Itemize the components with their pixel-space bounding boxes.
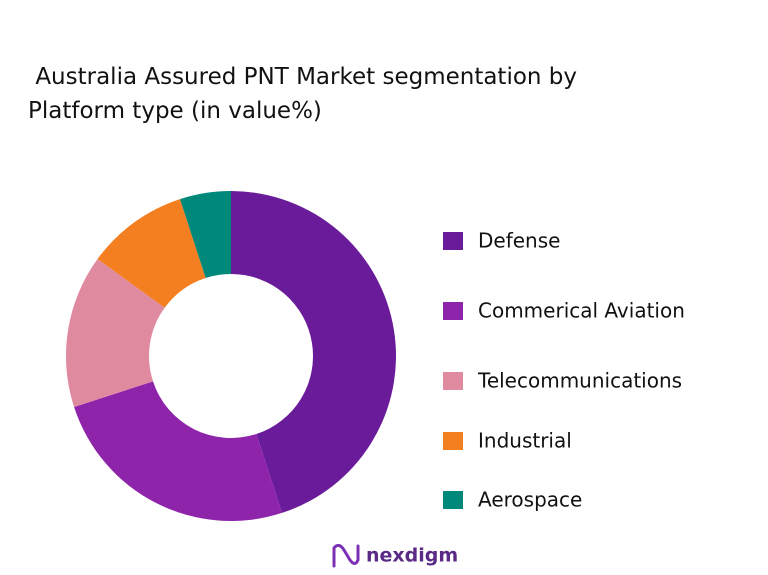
chart-title: Australia Assured PNT Market segmentatio… [28,64,585,124]
donut-segment [180,191,231,279]
legend-swatch [443,372,463,390]
legend-swatch [443,302,463,320]
logo-text: nexdigm [366,545,458,567]
legend-swatch [443,491,463,509]
donut-segment [66,259,165,407]
legend-label: Aerospace [478,488,582,512]
legend-label: Commerical Aviation [478,299,685,323]
legend-swatch [443,432,463,450]
donut-segment [231,191,396,513]
logo-icon [332,543,360,568]
donut-segment [97,199,206,308]
legend-label: Defense [478,229,560,253]
legend-label: Industrial [478,429,572,453]
donut-segment [74,381,282,521]
legend-swatch [443,232,463,250]
legend-label: Telecommunications [477,369,682,393]
